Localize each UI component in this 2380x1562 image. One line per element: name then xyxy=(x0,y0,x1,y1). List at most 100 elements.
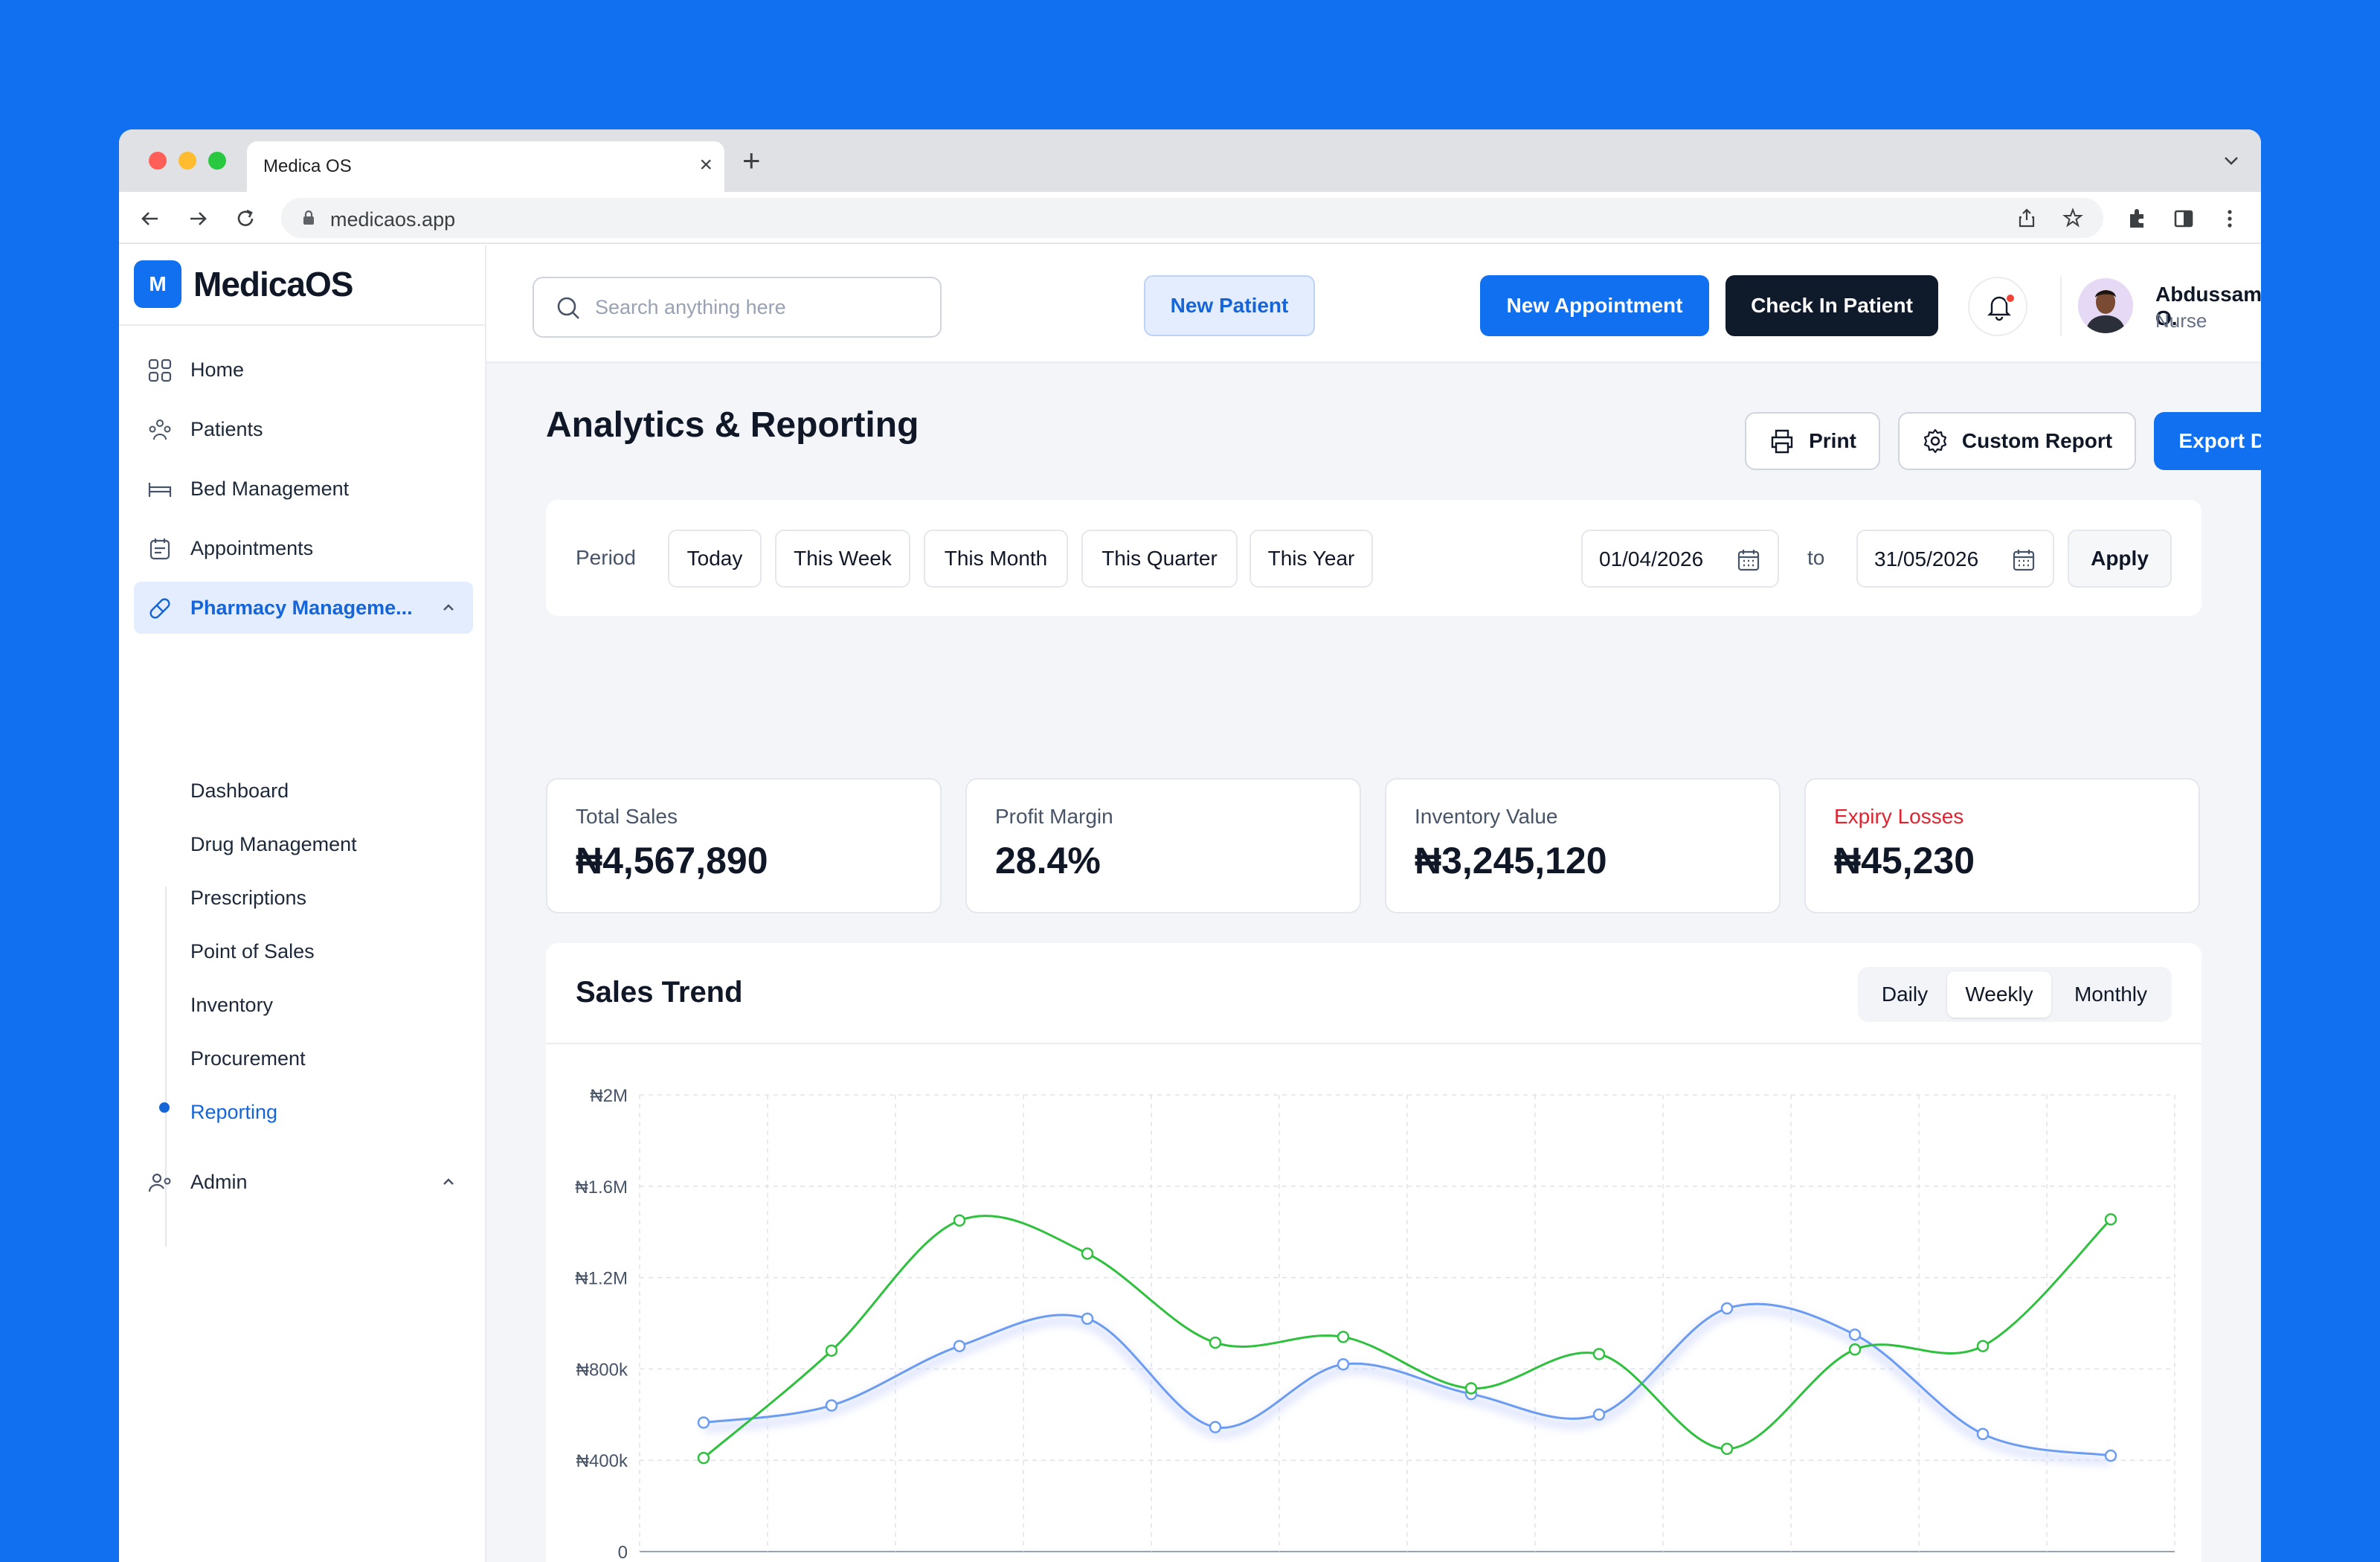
toggle-daily[interactable]: Daily xyxy=(1881,983,1929,1006)
revenue-point xyxy=(953,1340,966,1352)
calendar-icon xyxy=(1737,550,1760,571)
submenu-item-prescriptions[interactable]: Prescriptions xyxy=(190,887,307,909)
sidebar-item-bed-management[interactable]: Bed Management xyxy=(134,463,473,515)
stat-card-inventory-value: Inventory Value ₦3,245,120 xyxy=(1385,778,1781,913)
custom-report-button[interactable]: Custom Report xyxy=(1898,412,2136,470)
brand[interactable]: M MedicaOS xyxy=(134,260,353,308)
submenu-item-point-of-sales[interactable]: Point of Sales xyxy=(190,940,315,962)
check-in-patient-button[interactable]: Check In Patient xyxy=(1726,275,1938,336)
reload-icon[interactable] xyxy=(231,204,260,234)
user-role: Nurse xyxy=(2155,309,2207,332)
avatar[interactable] xyxy=(2078,278,2133,333)
revenue-line-glow xyxy=(703,1306,2112,1466)
date-to-value: 31/05/2026 xyxy=(1874,547,1979,571)
revenue-point xyxy=(1081,1312,1094,1325)
profit-point xyxy=(1464,1382,1478,1395)
tab-list-chevron-icon[interactable] xyxy=(2221,150,2242,171)
tab-close-icon[interactable]: × xyxy=(699,152,713,177)
submenu-item-inventory[interactable]: Inventory xyxy=(190,994,274,1016)
profit-point xyxy=(1337,1331,1350,1343)
submenu-item-procurement[interactable]: Procurement xyxy=(190,1047,306,1070)
toggle-weekly[interactable]: Weekly xyxy=(1947,971,2051,1018)
minimize-window-button[interactable] xyxy=(178,152,196,170)
new-patient-button[interactable]: New Patient xyxy=(1144,275,1315,336)
bookmark-star-icon[interactable] xyxy=(2062,207,2084,229)
sidebar-item-label: Admin xyxy=(190,1171,248,1193)
sales-trend-title: Sales Trend xyxy=(576,976,743,1009)
stat-card-expiry-losses: Expiry Losses ₦45,230 xyxy=(1804,778,2200,913)
sidebar-item-appointments[interactable]: Appointments xyxy=(134,522,473,574)
profit-point xyxy=(1720,1442,1734,1456)
submenu-item-reporting[interactable]: Reporting xyxy=(190,1101,278,1123)
omnibox[interactable]: medicaos.app xyxy=(281,198,2103,238)
custom-report-label: Custom Report xyxy=(1961,429,2113,452)
period-label: Period xyxy=(576,546,636,569)
sales-trend-card: Sales Trend Daily Weekly Monthly 0 ₦400k ₦… xyxy=(546,943,2202,1562)
extensions-puzzle-icon[interactable] xyxy=(2123,204,2152,234)
period-this-month-button[interactable]: This Month xyxy=(924,530,1068,588)
tab-bar: Medica OS × + xyxy=(119,129,2261,192)
sidebar-item-patients[interactable]: Patients xyxy=(134,403,473,455)
print-label: Print xyxy=(1809,429,1856,452)
maximize-window-button[interactable] xyxy=(208,152,226,170)
date-from-field[interactable]: 01/04/2026 xyxy=(1581,530,1779,588)
revenue-point xyxy=(1209,1421,1222,1433)
export-data-button[interactable]: Export Data xyxy=(2154,412,2261,470)
sidebar-item-label: Home xyxy=(190,359,245,381)
profit-point xyxy=(2104,1213,2117,1226)
y-tick-label: ₦800k xyxy=(576,1360,628,1380)
notification-badge xyxy=(2005,293,2016,303)
address-bar: medicaos.app xyxy=(119,192,2261,244)
revenue-point xyxy=(1976,1427,1990,1441)
calendar-icon xyxy=(149,539,170,560)
bell-icon xyxy=(1987,296,2011,321)
brand-logo: M xyxy=(134,260,181,308)
date-to-field[interactable]: 31/05/2026 xyxy=(1856,530,2054,588)
top-bar: New Patient New Appointment Check In Pat… xyxy=(486,245,2261,363)
card-divider xyxy=(546,1043,2202,1044)
print-button[interactable]: Print xyxy=(1745,412,1880,470)
submenu-item-drug-management[interactable]: Drug Management xyxy=(190,833,357,855)
sidebar-item-pharmacy-management[interactable]: Pharmacy Manageme... xyxy=(134,582,473,634)
bed-icon xyxy=(148,483,172,497)
apply-button[interactable]: Apply xyxy=(2068,530,2172,588)
period-this-quarter-button[interactable]: This Quarter xyxy=(1081,530,1238,588)
sales-trend-chart: 0₦400k₦800k₦1.2M₦1.6M₦2MWeek 1Week 2Week… xyxy=(575,1086,2175,1562)
profit-point xyxy=(1848,1343,1862,1356)
stat-label: Expiry Losses xyxy=(1834,805,1964,828)
new-tab-icon[interactable]: + xyxy=(742,143,761,178)
close-window-button[interactable] xyxy=(149,152,167,170)
new-appointment-button[interactable]: New Appointment xyxy=(1480,275,1709,336)
search-icon xyxy=(557,297,579,319)
profit-point xyxy=(1976,1340,1990,1352)
period-this-year-button[interactable]: This Year xyxy=(1250,530,1373,588)
chevron-up-icon[interactable] xyxy=(440,600,457,616)
revenue-point xyxy=(1592,1408,1606,1421)
y-tick-label: ₦1.2M xyxy=(575,1269,628,1289)
stat-card-total-sales: Total Sales ₦4,567,890 xyxy=(546,778,942,913)
back-arrow-icon[interactable] xyxy=(135,204,165,234)
kebab-menu-icon[interactable] xyxy=(2215,204,2245,234)
side-panel-icon[interactable] xyxy=(2169,204,2199,234)
browser-tab[interactable]: Medica OS × xyxy=(247,141,724,192)
search-input[interactable] xyxy=(595,292,922,323)
stat-card-profit-margin: Profit Margin 28.4% xyxy=(965,778,1361,913)
forward-arrow-icon[interactable] xyxy=(183,204,213,234)
share-icon[interactable] xyxy=(2016,207,2038,229)
profit-point xyxy=(697,1451,710,1465)
page-title: Analytics & Reporting xyxy=(546,405,919,445)
period-this-week-button[interactable]: This Week xyxy=(775,530,910,588)
stat-value: ₦4,567,890 xyxy=(576,840,768,881)
chevron-up-icon[interactable] xyxy=(440,1174,457,1190)
revenue-point xyxy=(1848,1328,1862,1341)
notifications-button[interactable] xyxy=(1968,277,2027,336)
submenu-item-dashboard[interactable]: Dashboard xyxy=(190,780,289,802)
period-today-button[interactable]: Today xyxy=(668,530,762,588)
search-box[interactable] xyxy=(533,277,942,338)
y-tick-label: ₦2M xyxy=(590,1086,628,1106)
sidebar-item-home[interactable]: Home xyxy=(134,344,473,396)
active-indicator-dot xyxy=(159,1102,170,1113)
profit-point xyxy=(1081,1247,1094,1260)
sidebar-item-admin[interactable]: Admin xyxy=(134,1156,473,1208)
toggle-monthly[interactable]: Monthly xyxy=(2074,983,2148,1006)
